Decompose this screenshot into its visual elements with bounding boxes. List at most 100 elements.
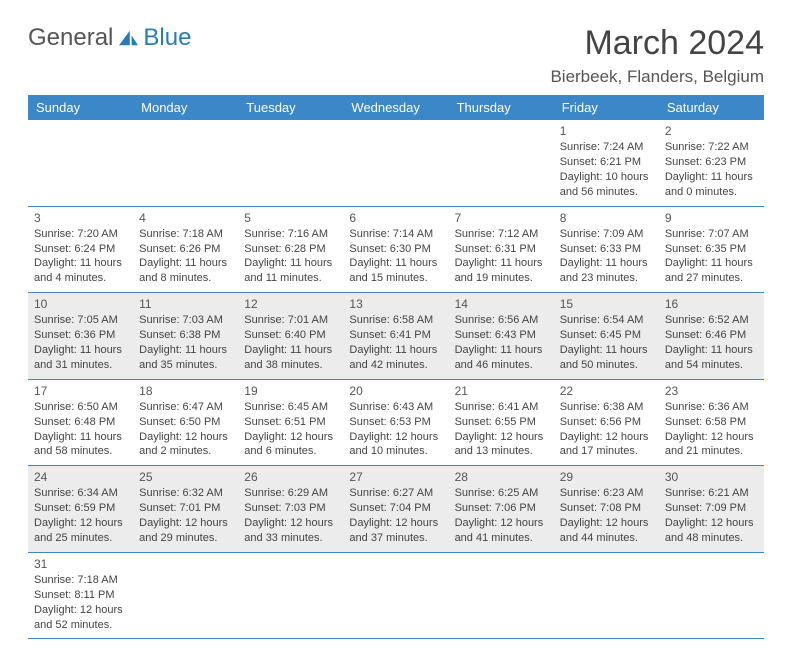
- sunset-line: Sunset: 6:28 PM: [244, 242, 337, 257]
- sunrise-line: Sunrise: 7:18 AM: [34, 573, 127, 588]
- sunrise-line: Sunrise: 6:29 AM: [244, 486, 337, 501]
- sunset-line: Sunset: 6:30 PM: [349, 242, 442, 257]
- calendar-cell-empty: [659, 552, 764, 639]
- calendar-cell: 18Sunrise: 6:47 AMSunset: 6:50 PMDayligh…: [133, 379, 238, 466]
- daylight-line: Daylight: 11 hoursand 27 minutes.: [665, 256, 758, 286]
- sunrise-line: Sunrise: 6:58 AM: [349, 313, 442, 328]
- daylight-line: Daylight: 12 hoursand 25 minutes.: [34, 516, 127, 546]
- calendar-cell: 15Sunrise: 6:54 AMSunset: 6:45 PMDayligh…: [554, 293, 659, 380]
- sunset-line: Sunset: 8:11 PM: [34, 588, 127, 603]
- calendar-cell: 22Sunrise: 6:38 AMSunset: 6:56 PMDayligh…: [554, 379, 659, 466]
- sunset-line: Sunset: 6:23 PM: [665, 155, 758, 170]
- calendar-cell: 21Sunrise: 6:41 AMSunset: 6:55 PMDayligh…: [449, 379, 554, 466]
- day-number: 15: [560, 296, 653, 312]
- calendar-week-row: 31Sunrise: 7:18 AMSunset: 8:11 PMDayligh…: [28, 552, 764, 639]
- daylight-line: Daylight: 12 hoursand 52 minutes.: [34, 603, 127, 633]
- day-number: 20: [349, 383, 442, 399]
- calendar-cell: 14Sunrise: 6:56 AMSunset: 6:43 PMDayligh…: [449, 293, 554, 380]
- sunset-line: Sunset: 7:09 PM: [665, 501, 758, 516]
- sunset-line: Sunset: 6:55 PM: [455, 415, 548, 430]
- calendar-cell: 17Sunrise: 6:50 AMSunset: 6:48 PMDayligh…: [28, 379, 133, 466]
- sunset-line: Sunset: 6:35 PM: [665, 242, 758, 257]
- calendar-table: SundayMondayTuesdayWednesdayThursdayFrid…: [28, 95, 764, 639]
- sunset-line: Sunset: 6:59 PM: [34, 501, 127, 516]
- daylight-line: Daylight: 11 hoursand 42 minutes.: [349, 343, 442, 373]
- calendar-cell: 12Sunrise: 7:01 AMSunset: 6:40 PMDayligh…: [238, 293, 343, 380]
- day-number: 23: [665, 383, 758, 399]
- day-number: 17: [34, 383, 127, 399]
- sunset-line: Sunset: 6:40 PM: [244, 328, 337, 343]
- sunrise-line: Sunrise: 6:52 AM: [665, 313, 758, 328]
- calendar-cell: 26Sunrise: 6:29 AMSunset: 7:03 PMDayligh…: [238, 466, 343, 553]
- sunset-line: Sunset: 6:31 PM: [455, 242, 548, 257]
- sunset-line: Sunset: 7:04 PM: [349, 501, 442, 516]
- calendar-cell: 20Sunrise: 6:43 AMSunset: 6:53 PMDayligh…: [343, 379, 448, 466]
- daylight-line: Daylight: 11 hoursand 38 minutes.: [244, 343, 337, 373]
- day-number: 21: [455, 383, 548, 399]
- sunset-line: Sunset: 6:36 PM: [34, 328, 127, 343]
- header: General Blue March 2024 Bierbeek, Flande…: [28, 24, 764, 87]
- sunrise-line: Sunrise: 7:22 AM: [665, 140, 758, 155]
- day-number: 12: [244, 296, 337, 312]
- sunrise-line: Sunrise: 6:21 AM: [665, 486, 758, 501]
- calendar-cell-empty: [238, 552, 343, 639]
- calendar-cell: 31Sunrise: 7:18 AMSunset: 8:11 PMDayligh…: [28, 552, 133, 639]
- day-number: 6: [349, 210, 442, 226]
- day-number: 22: [560, 383, 653, 399]
- daylight-line: Daylight: 11 hoursand 31 minutes.: [34, 343, 127, 373]
- calendar-week-row: 1Sunrise: 7:24 AMSunset: 6:21 PMDaylight…: [28, 120, 764, 206]
- sunset-line: Sunset: 6:50 PM: [139, 415, 232, 430]
- calendar-cell: 11Sunrise: 7:03 AMSunset: 6:38 PMDayligh…: [133, 293, 238, 380]
- sunset-line: Sunset: 7:01 PM: [139, 501, 232, 516]
- daylight-line: Daylight: 12 hoursand 29 minutes.: [139, 516, 232, 546]
- daylight-line: Daylight: 11 hoursand 46 minutes.: [455, 343, 548, 373]
- daylight-line: Daylight: 12 hoursand 2 minutes.: [139, 430, 232, 460]
- calendar-cell: 1Sunrise: 7:24 AMSunset: 6:21 PMDaylight…: [554, 120, 659, 206]
- sunrise-line: Sunrise: 6:38 AM: [560, 400, 653, 415]
- calendar-cell-empty: [343, 120, 448, 206]
- day-number: 30: [665, 469, 758, 485]
- weekday-header: Wednesday: [343, 95, 448, 120]
- daylight-line: Daylight: 12 hoursand 6 minutes.: [244, 430, 337, 460]
- daylight-line: Daylight: 12 hoursand 37 minutes.: [349, 516, 442, 546]
- weekday-header: Friday: [554, 95, 659, 120]
- day-number: 10: [34, 296, 127, 312]
- day-number: 29: [560, 469, 653, 485]
- daylight-line: Daylight: 12 hoursand 44 minutes.: [560, 516, 653, 546]
- daylight-line: Daylight: 11 hoursand 23 minutes.: [560, 256, 653, 286]
- sunrise-line: Sunrise: 7:12 AM: [455, 227, 548, 242]
- weekday-header: Sunday: [28, 95, 133, 120]
- calendar-cell: 27Sunrise: 6:27 AMSunset: 7:04 PMDayligh…: [343, 466, 448, 553]
- sunset-line: Sunset: 6:43 PM: [455, 328, 548, 343]
- weekday-header-row: SundayMondayTuesdayWednesdayThursdayFrid…: [28, 95, 764, 120]
- calendar-cell-empty: [28, 120, 133, 206]
- calendar-body: 1Sunrise: 7:24 AMSunset: 6:21 PMDaylight…: [28, 120, 764, 639]
- weekday-header: Monday: [133, 95, 238, 120]
- weekday-header: Tuesday: [238, 95, 343, 120]
- calendar-cell: 4Sunrise: 7:18 AMSunset: 6:26 PMDaylight…: [133, 206, 238, 293]
- logo: General Blue: [28, 24, 191, 52]
- sunrise-line: Sunrise: 7:05 AM: [34, 313, 127, 328]
- daylight-line: Daylight: 11 hoursand 50 minutes.: [560, 343, 653, 373]
- day-number: 5: [244, 210, 337, 226]
- calendar-cell: 24Sunrise: 6:34 AMSunset: 6:59 PMDayligh…: [28, 466, 133, 553]
- day-number: 26: [244, 469, 337, 485]
- day-number: 9: [665, 210, 758, 226]
- day-number: 4: [139, 210, 232, 226]
- logo-sail-icon: [117, 29, 139, 47]
- calendar-cell: 6Sunrise: 7:14 AMSunset: 6:30 PMDaylight…: [343, 206, 448, 293]
- sunrise-line: Sunrise: 7:07 AM: [665, 227, 758, 242]
- day-number: 8: [560, 210, 653, 226]
- day-number: 25: [139, 469, 232, 485]
- calendar-cell-empty: [449, 120, 554, 206]
- sunset-line: Sunset: 6:21 PM: [560, 155, 653, 170]
- daylight-line: Daylight: 12 hoursand 48 minutes.: [665, 516, 758, 546]
- daylight-line: Daylight: 12 hoursand 13 minutes.: [455, 430, 548, 460]
- sunrise-line: Sunrise: 7:16 AM: [244, 227, 337, 242]
- sunset-line: Sunset: 6:51 PM: [244, 415, 337, 430]
- daylight-line: Daylight: 11 hoursand 0 minutes.: [665, 170, 758, 200]
- sunset-line: Sunset: 6:26 PM: [139, 242, 232, 257]
- daylight-line: Daylight: 11 hoursand 58 minutes.: [34, 430, 127, 460]
- sunrise-line: Sunrise: 6:25 AM: [455, 486, 548, 501]
- weekday-header: Thursday: [449, 95, 554, 120]
